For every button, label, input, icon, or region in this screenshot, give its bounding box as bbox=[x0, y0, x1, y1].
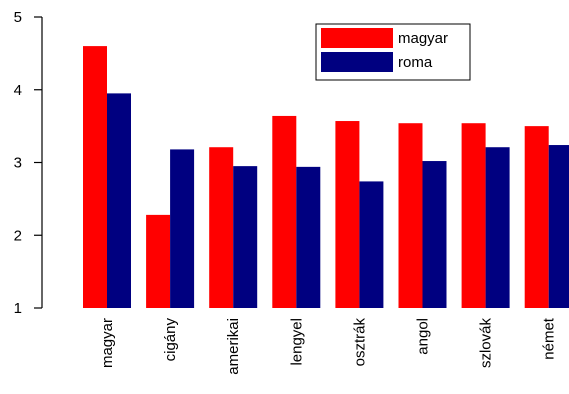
y-tick-label: 3 bbox=[14, 155, 22, 172]
x-tick-label: cigány bbox=[162, 318, 179, 362]
bar-roma-német bbox=[548, 145, 569, 308]
bar-magyar-cigány bbox=[146, 214, 171, 308]
y-tick-label: 5 bbox=[14, 9, 22, 26]
bar-magyar-szlovák bbox=[461, 123, 486, 308]
y-tick-label: 1 bbox=[14, 300, 22, 317]
x-tick-label: szlovák bbox=[478, 318, 495, 369]
legend-swatch-magyar bbox=[321, 28, 393, 48]
x-tick-label: osztrák bbox=[351, 318, 368, 367]
bar-roma-osztrák bbox=[359, 181, 384, 308]
bar-magyar-osztrák bbox=[335, 121, 360, 308]
legend-swatch-roma bbox=[321, 52, 393, 72]
bar-magyar-német bbox=[524, 126, 549, 308]
bar-magyar-lengyel bbox=[272, 115, 297, 308]
legend: magyar roma bbox=[315, 23, 471, 81]
bar-roma-lengyel bbox=[296, 166, 321, 308]
bars-group bbox=[83, 46, 569, 308]
bar-roma-amerikai bbox=[233, 166, 258, 308]
legend-label-magyar: magyar bbox=[398, 30, 448, 47]
bar-magyar-amerikai bbox=[209, 147, 234, 308]
x-tick-label: amerikai bbox=[225, 318, 242, 375]
x-tick-label: német bbox=[541, 317, 558, 360]
y-axis: 1 2 3 4 5 bbox=[14, 9, 43, 317]
legend-label-roma: roma bbox=[398, 54, 433, 71]
x-axis-labels: magyar cigány amerikai lengyel osztrák angol s… bbox=[99, 317, 558, 375]
bar-roma-magyar bbox=[107, 93, 131, 308]
bar-roma-angol bbox=[422, 161, 447, 308]
x-tick-label: lengyel bbox=[288, 318, 305, 366]
y-tick-label: 4 bbox=[14, 82, 22, 99]
bar-roma-cigány bbox=[170, 149, 195, 308]
x-tick-label: angol bbox=[415, 318, 432, 355]
bar-magyar-magyar bbox=[83, 46, 107, 308]
y-tick-label: 2 bbox=[14, 227, 22, 244]
x-tick-label: magyar bbox=[99, 318, 116, 368]
bar-roma-szlovák bbox=[485, 147, 510, 308]
bar-magyar-angol bbox=[398, 123, 423, 308]
